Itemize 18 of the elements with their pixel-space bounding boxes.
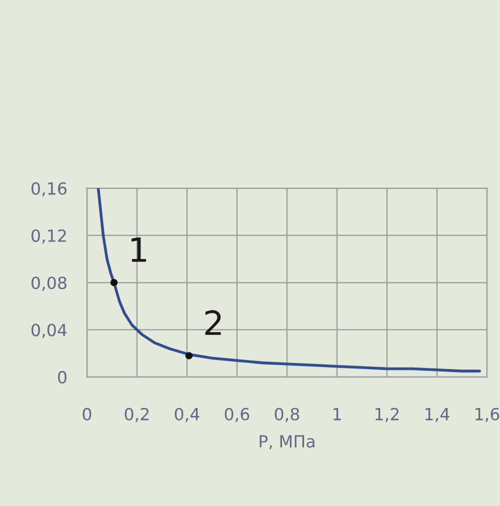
- x-tick-label: 0,4: [174, 408, 200, 422]
- x-tick-label: 1: [334, 408, 341, 420]
- x-tick-label: 0: [82, 408, 92, 420]
- x-axis-title: P, МПа: [260, 435, 314, 450]
- x-tick-label: 1,6: [476, 408, 500, 422]
- y-tick-label: 0,08: [32, 276, 66, 291]
- annotation: 2: [205, 310, 221, 335]
- line-series: [96, 188, 481, 372]
- y-tick-label: 0,16: [32, 182, 67, 196]
- y-tick-label: 0: [58, 370, 66, 384]
- x-tick-label: 0,6: [224, 408, 250, 422]
- y-tick-label: 0,04: [32, 324, 67, 338]
- x-tick-label: 1,2: [376, 408, 399, 422]
- x-tick-label: 0,8: [274, 408, 300, 422]
- x-tick-label: 0,2: [124, 408, 149, 422]
- annotation: 1: [132, 237, 146, 262]
- x-tick-label: 1,4: [426, 408, 450, 422]
- y-tick-label: 0,12: [32, 229, 66, 244]
